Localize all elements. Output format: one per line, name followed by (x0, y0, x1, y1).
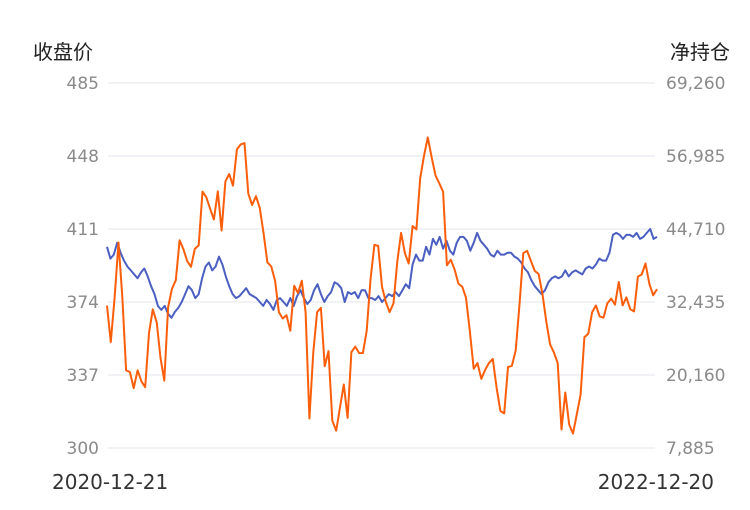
right-axis-title: 净持仓 (670, 40, 730, 64)
right-tick-label: 44,710 (666, 220, 725, 240)
right-tick-label: 7,885 (666, 439, 715, 459)
left-axis-ticks: 485 448 411 374 337 300 (67, 74, 99, 459)
close-price-line (106, 228, 658, 319)
x-axis-end-label: 2022-12-20 (597, 470, 714, 494)
left-tick-label: 337 (67, 366, 99, 386)
x-axis-start-label: 2020-12-21 (52, 470, 169, 494)
right-tick-label: 56,985 (666, 147, 725, 167)
left-tick-label: 485 (67, 74, 99, 94)
grid-lines (108, 82, 655, 449)
right-tick-label: 69,260 (666, 74, 725, 94)
right-tick-label: 32,435 (666, 293, 725, 313)
right-tick-label: 20,160 (666, 366, 725, 386)
left-axis-title: 收盘价 (33, 40, 93, 64)
net-position-line (106, 136, 658, 435)
left-tick-label: 374 (67, 293, 99, 313)
right-axis-ticks: 69,260 56,985 44,710 32,435 20,160 7,885 (666, 74, 725, 459)
left-tick-label: 448 (67, 147, 99, 167)
left-tick-label: 300 (67, 439, 99, 459)
series-lines (106, 136, 658, 435)
left-tick-label: 411 (67, 220, 99, 240)
